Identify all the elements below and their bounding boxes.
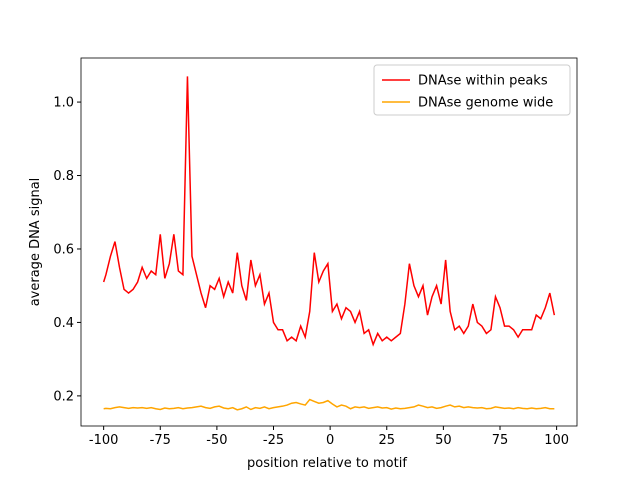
y-axis-label: average DNA signal bbox=[28, 178, 43, 307]
x-axis-label: position relative to motif bbox=[247, 456, 407, 471]
x-tick-label: 0 bbox=[326, 433, 334, 448]
plot-frame bbox=[80, 57, 578, 427]
legend-label: DNAse within peaks bbox=[418, 74, 548, 89]
legend-box bbox=[373, 64, 571, 116]
y-tick-label: 1.0 bbox=[53, 96, 74, 111]
y-tick-label: 0.4 bbox=[53, 316, 74, 331]
x-tick-label: 50 bbox=[435, 433, 452, 448]
x-tick-label: -75 bbox=[150, 433, 171, 448]
x-tick-label: 25 bbox=[378, 433, 395, 448]
legend-label: DNAse genome wide bbox=[418, 96, 553, 111]
x-tick-label: -100 bbox=[89, 433, 119, 448]
series-line bbox=[102, 76, 556, 347]
y-tick-label: 0.8 bbox=[53, 169, 74, 184]
x-tick-label: -50 bbox=[206, 433, 227, 448]
x-tick-label: -25 bbox=[263, 433, 284, 448]
series-line bbox=[103, 398, 555, 411]
y-tick-label: 0.2 bbox=[53, 389, 74, 404]
y-tick-label: 0.6 bbox=[53, 242, 74, 257]
x-tick-label: 75 bbox=[492, 433, 509, 448]
x-tick-label: 100 bbox=[544, 433, 569, 448]
